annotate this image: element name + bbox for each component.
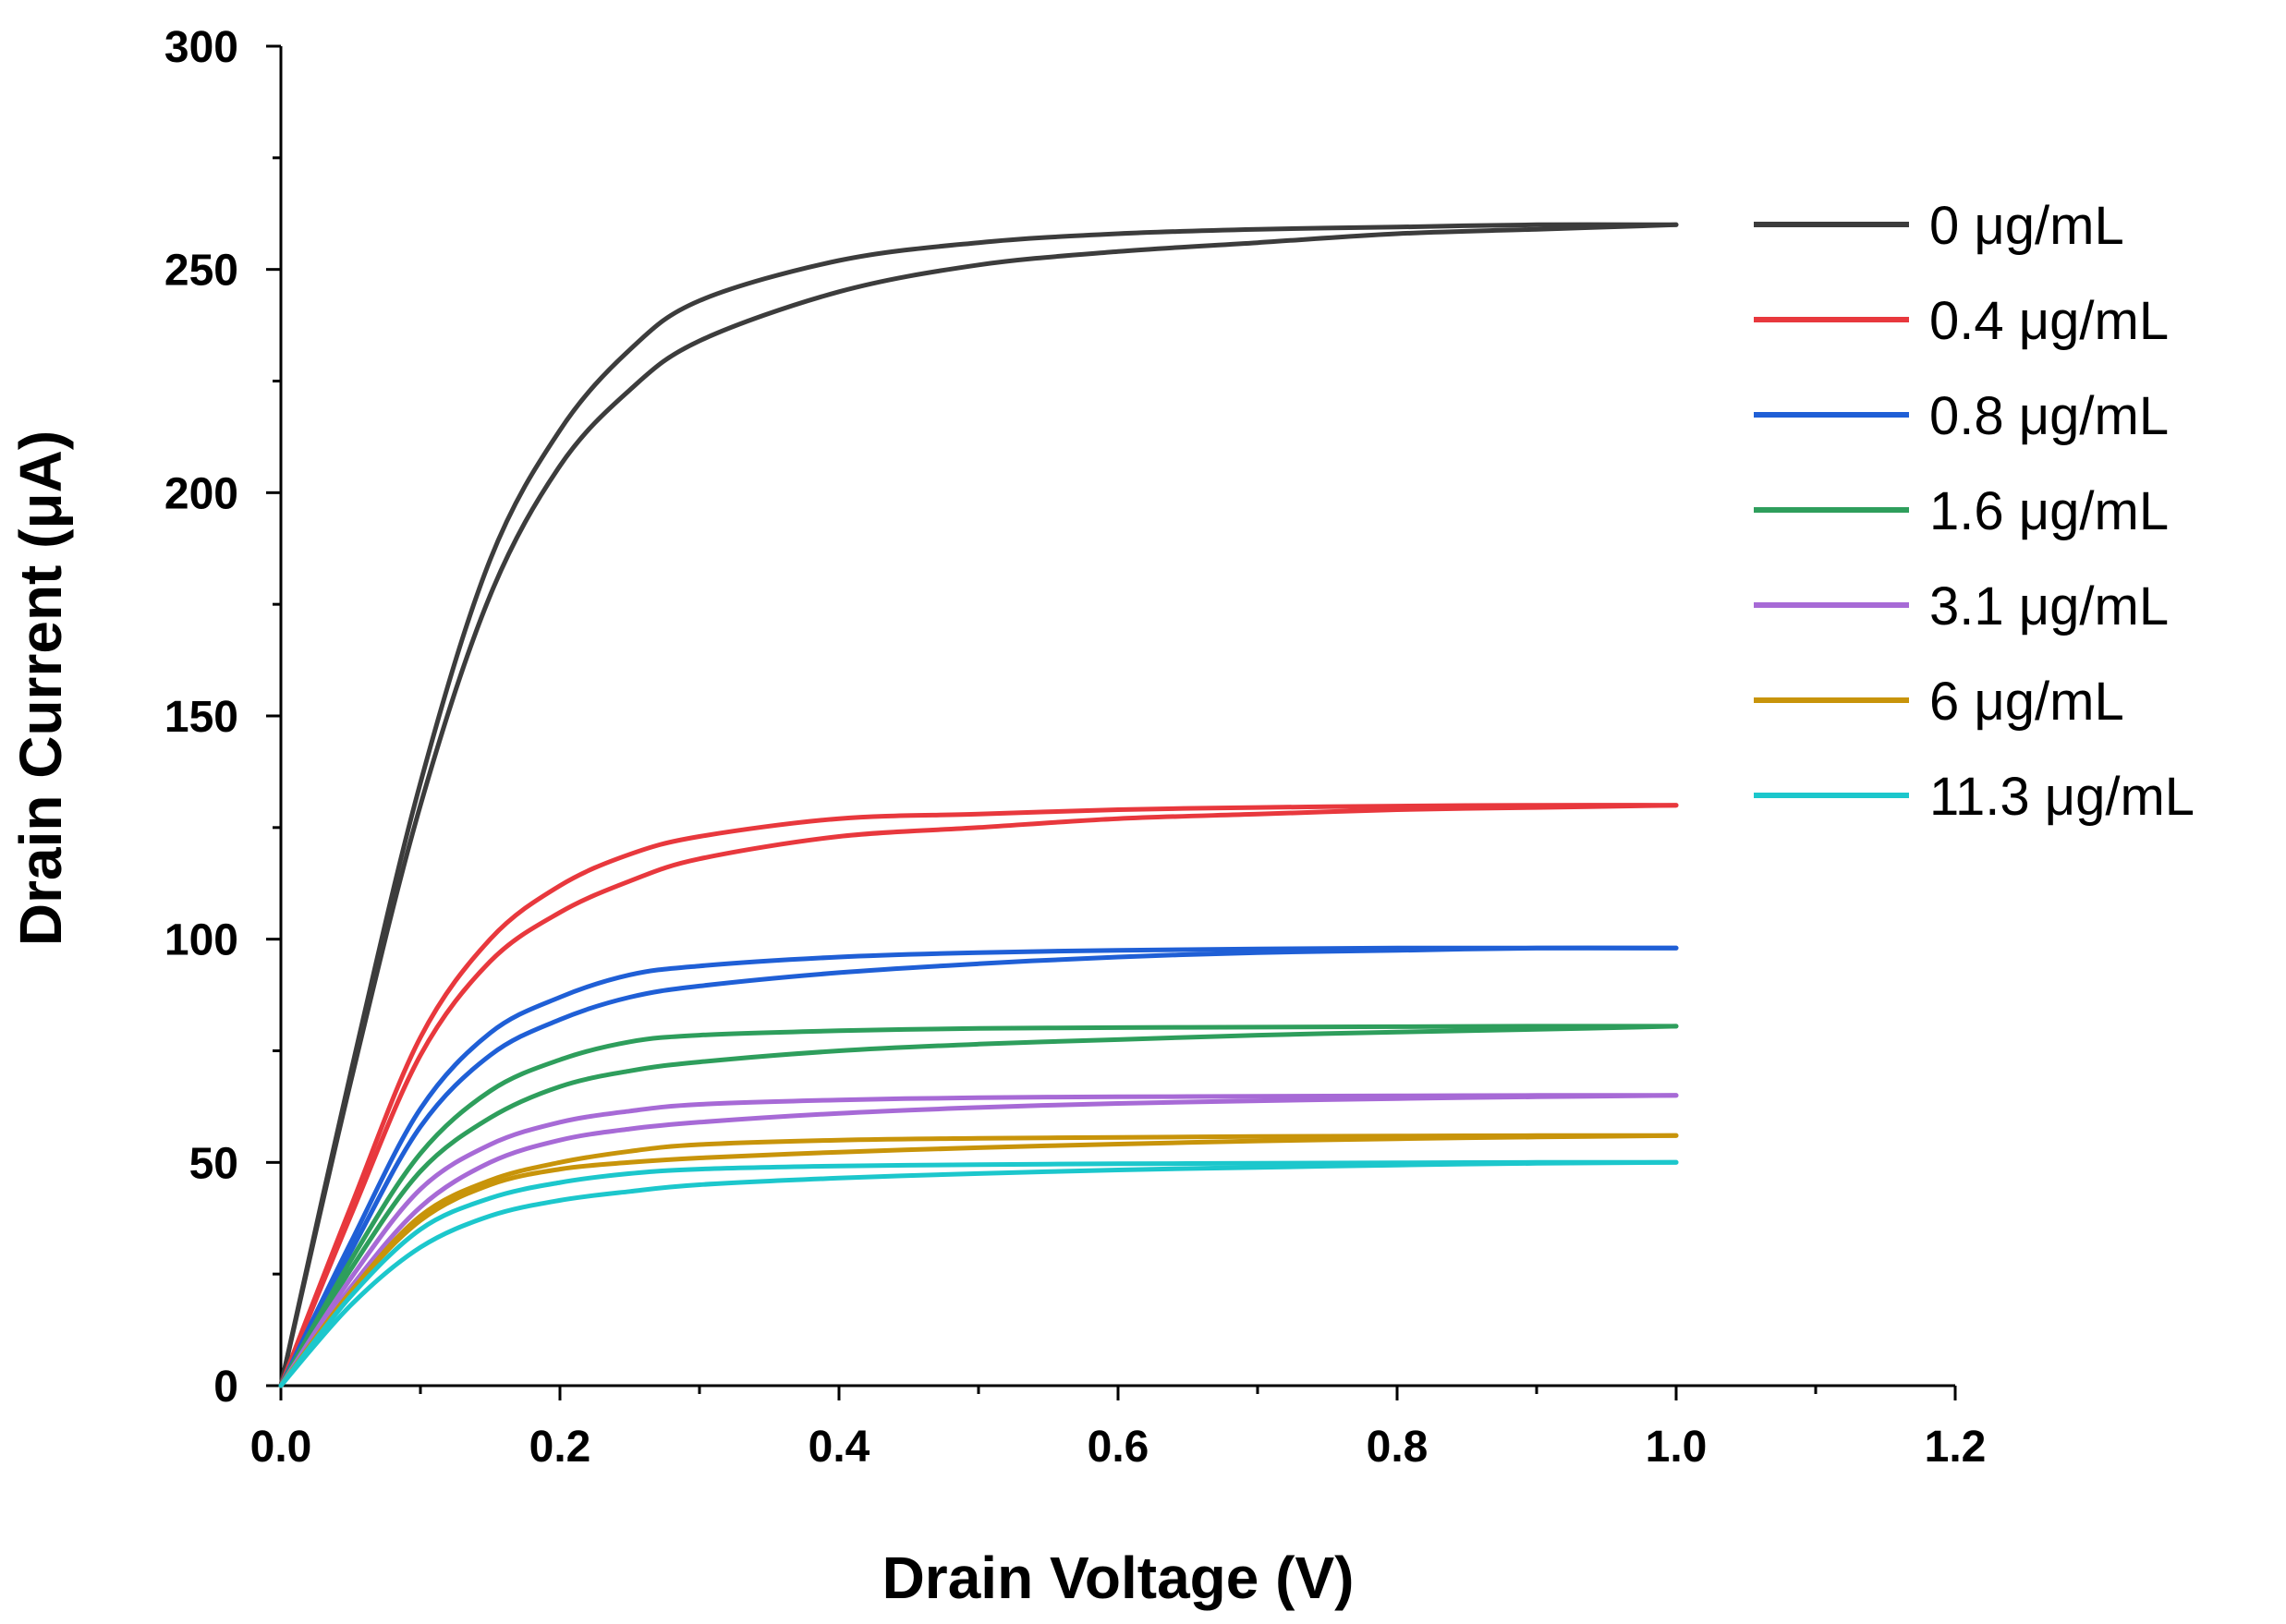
legend-label-6: 6 μg/mL [1929, 672, 2124, 732]
y-tick-label: 0 [213, 1363, 238, 1412]
legend-label-1: 0 μg/mL [1929, 196, 2124, 256]
series-line-5-reverse [278, 1093, 1679, 1388]
series-line-7-reverse [278, 1159, 1679, 1388]
x-axis-title: Drain Voltage (V) [882, 1545, 1355, 1611]
series-line-4-reverse [278, 1024, 1679, 1388]
y-tick-label: 100 [164, 916, 238, 965]
series-line-3-forward [278, 945, 1679, 1388]
series-line-6-forward [278, 1133, 1679, 1388]
x-tick-label: 0.4 [809, 1423, 870, 1472]
y-tick-label: 300 [164, 23, 238, 72]
x-tick-label: 1.2 [1925, 1423, 1987, 1472]
series-line-1-forward [278, 222, 1679, 1388]
x-tick-label: 1.0 [1646, 1423, 1708, 1472]
y-tick-label: 150 [164, 693, 238, 742]
y-tick-label: 250 [164, 247, 238, 296]
curves-group [278, 222, 1679, 1388]
legend-label-3: 0.8 μg/mL [1929, 386, 2169, 446]
series-line-7-forward [278, 1159, 1679, 1388]
series-line-5-forward [278, 1093, 1679, 1388]
series-line-2-reverse [278, 803, 1679, 1388]
legend: 0 μg/mL 0.4 μg/mL 0.8 μg/mL 1.6 μg/mL 3.1 μg… [1754, 196, 2195, 827]
legend-label-7: 11.3 μg/mL [1929, 767, 2195, 827]
y-axis-title: Drain Current (μA) [7, 430, 74, 946]
x-tick-label: 0.8 [1367, 1423, 1429, 1472]
y-tick-label: 50 [189, 1139, 238, 1188]
series-line-3-reverse [278, 945, 1679, 1388]
legend-label-2: 0.4 μg/mL [1929, 291, 2169, 351]
axes-group: 0.0 0.2 0.4 0.6 0.8 1.0 1.2 0 50 100 150 200 250 300 [164, 23, 1986, 1472]
legend-label-4: 1.6 μg/mL [1929, 481, 2169, 541]
x-tick-label: 0.0 [250, 1423, 312, 1472]
series-line-2-forward [278, 803, 1679, 1388]
x-tick-label: 0.6 [1088, 1423, 1149, 1472]
y-tick-label: 200 [164, 469, 238, 518]
series-line-4-forward [278, 1024, 1679, 1388]
series-line-6-reverse [278, 1133, 1679, 1388]
x-tick-label: 0.2 [529, 1423, 591, 1472]
legend-label-5: 3.1 μg/mL [1929, 576, 2169, 636]
series-line-1-reverse [278, 222, 1679, 1388]
